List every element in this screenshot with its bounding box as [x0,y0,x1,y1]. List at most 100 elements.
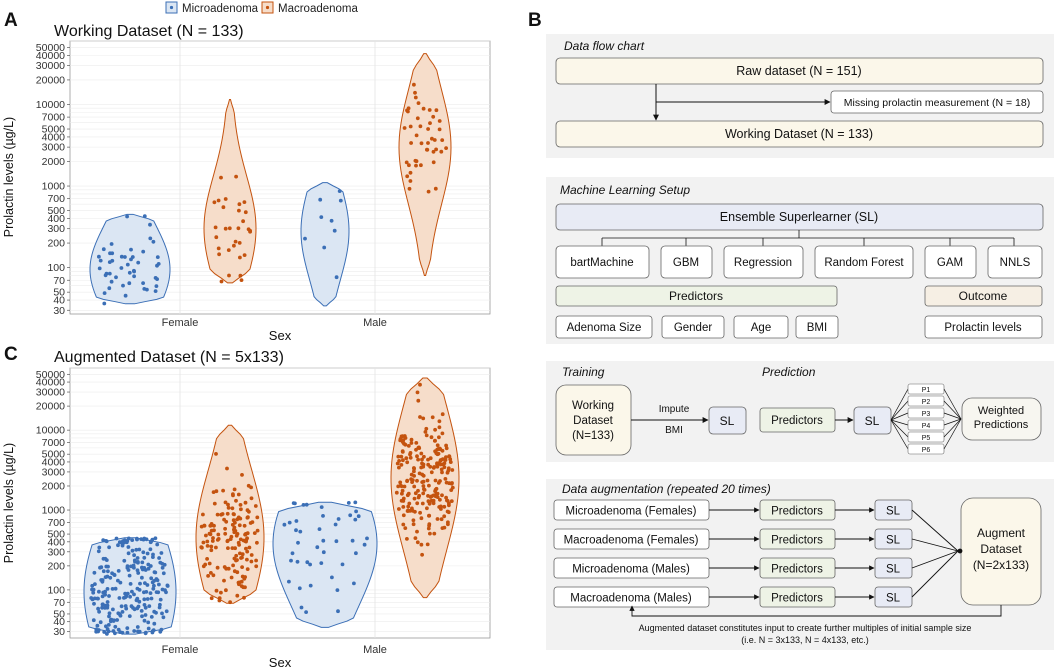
data-point [129,247,133,252]
data-point [148,222,152,227]
data-point [439,507,443,511]
data-point [161,615,166,620]
data-point [207,561,212,566]
data-point [100,605,104,610]
data-point [106,569,110,574]
data-point [155,255,160,259]
data-point [317,527,322,531]
data-point [107,271,112,276]
data-point [242,523,247,528]
y-tick-label: 50 [53,608,65,620]
data-point [231,493,235,498]
points-macroadenoma-female [212,174,253,284]
data-point [437,127,442,132]
data-point [153,289,158,293]
data-point [206,574,211,578]
data-point [223,197,228,201]
data-point [217,252,222,257]
data-point [299,605,304,610]
data-point [413,536,418,540]
data-point [130,548,135,553]
data-point [444,146,448,151]
data-point [242,595,246,600]
data-point [156,262,161,266]
data-point [416,495,421,500]
augmentation-sl-label: SL [886,593,901,605]
p-label: P5 [922,435,931,442]
data-point [237,208,241,213]
data-point [243,532,248,537]
data-point [319,561,324,565]
data-point [216,537,221,541]
data-point [413,158,418,163]
data-point [238,516,243,521]
y-tick-label: 5000 [42,124,66,136]
section-title: Data augmentation (repeated 20 times) [562,482,771,496]
sl-label: SL [720,414,735,428]
data-point [209,523,214,528]
data-point [365,536,369,541]
missing-label: Missing prolactin measurement (N = 18) [844,97,1030,109]
data-point [412,496,417,501]
data-point [321,538,326,543]
data-point [255,540,259,545]
data-point [403,526,408,530]
data-point [119,604,124,609]
outcome-box [924,315,1043,339]
data-point [219,175,223,180]
data-point [416,488,420,493]
data-point [429,470,434,475]
data-point [143,605,148,610]
data-point [426,526,431,531]
data-point [234,533,239,538]
data-point [431,114,436,119]
data-point [434,451,439,456]
data-point [104,558,109,562]
data-point [145,287,149,292]
data-point [199,545,204,549]
data-point [145,551,150,556]
data-point [400,491,404,496]
data-point [103,589,107,594]
y-tick-label: 5000 [42,449,66,461]
data-point [97,266,102,271]
data-point [437,425,442,430]
data-point [152,583,156,588]
ml-setup-section: Machine Learning Setup Ensemble Superlea… [546,177,1054,344]
data-point [141,537,146,542]
data-point [241,219,246,224]
data-point [421,416,426,421]
prediction-title: Prediction [762,365,816,379]
data-point [430,415,435,420]
missing-box [830,90,1044,114]
data-point [225,538,230,543]
data-point [353,517,358,522]
data-point [216,532,221,537]
y-tick-label: 2000 [42,480,66,492]
working-dataset-box [555,120,1044,148]
data-point [158,597,163,602]
data-point [209,596,214,601]
data-point [232,487,237,492]
data-point [160,565,165,570]
data-point [154,610,158,615]
training-section: Training Prediction Working Dataset (N=1… [546,361,1054,462]
data-point [420,480,425,484]
y-tick-label: 10000 [36,99,65,111]
data-point [435,491,440,496]
predictor-box [733,315,789,339]
data-point [219,590,223,595]
data-point [431,493,436,498]
data-point [237,543,242,547]
data-point [165,583,170,588]
data-point [232,556,237,561]
data-point [236,492,241,497]
data-point [97,589,101,594]
data-point [96,606,100,611]
x-tick-label: Male [363,644,387,656]
data-point [431,501,436,506]
data-point [148,540,153,545]
data-point [105,627,110,631]
data-point [105,587,110,591]
